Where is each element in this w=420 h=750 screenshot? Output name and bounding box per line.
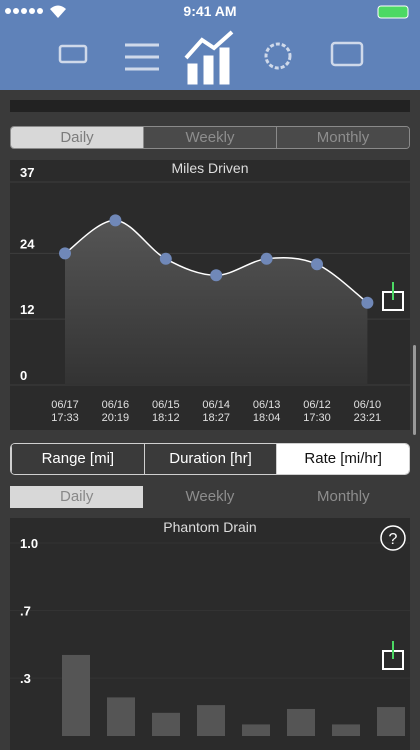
- bar: [62, 654, 90, 736]
- point: [210, 269, 223, 282]
- area: [65, 220, 368, 385]
- y-tick-label: 12: [20, 302, 34, 317]
- bar: [287, 708, 315, 736]
- x-tick-label: 06/15 18:12: [152, 399, 180, 424]
- tab[interactable]: Monthly: [276, 127, 409, 148]
- line-chart: Miles Driven 0 12 24 37: [10, 160, 416, 435]
- signal-dots: [5, 8, 43, 14]
- point: [260, 252, 273, 265]
- point: [361, 296, 374, 309]
- tab[interactable]: Weekly: [185, 488, 235, 505]
- chart-title: Miles Driven: [171, 160, 248, 176]
- tab[interactable]: Daily: [11, 127, 143, 148]
- messages-tab[interactable]: [330, 41, 364, 67]
- tab[interactable]: Duration [hr]: [143, 444, 277, 474]
- y-tick-label: .7: [20, 604, 31, 619]
- chart-title: Phantom Drain: [163, 519, 256, 535]
- bar: [197, 705, 225, 736]
- tab[interactable]: Monthly: [317, 488, 370, 505]
- battery-icon: [377, 5, 409, 19]
- period-tabs-2: Daily Weekly Monthly: [10, 486, 410, 508]
- y-tick-label: 24: [20, 236, 35, 251]
- tab[interactable]: Daily: [10, 486, 144, 508]
- stats-tab[interactable]: [184, 30, 234, 85]
- wifi-icon: [50, 5, 66, 18]
- scroll-indicator: [413, 345, 416, 435]
- point: [311, 258, 323, 271]
- x-tick-label: 06/14 18:27: [202, 399, 230, 424]
- tab[interactable]: Rate [mi/hr]: [276, 444, 409, 474]
- top-strip: [10, 100, 410, 112]
- battery-tab[interactable]: [58, 44, 88, 64]
- y-tick-label: .3: [20, 671, 31, 686]
- help-icon: ?: [389, 531, 398, 548]
- bar: [377, 707, 405, 736]
- y-tick-label: 37: [20, 165, 34, 180]
- status-time: 9:41 AM: [183, 3, 237, 19]
- y-tick-label: 1.0: [20, 536, 38, 551]
- bar: [107, 697, 135, 736]
- bar: [242, 724, 270, 736]
- point: [159, 252, 172, 265]
- metric-tabs: Range [mi] Duration [hr] Rate [mi/hr]: [10, 443, 410, 475]
- help-button[interactable]: [380, 525, 406, 551]
- x-tick-label: 06/13 18:04: [252, 399, 281, 424]
- header-icons: [5, 5, 409, 85]
- tab[interactable]: Weekly: [143, 127, 276, 148]
- x-tick-label: 06/10 23:21: [353, 399, 382, 424]
- share-icon[interactable]: [382, 282, 404, 311]
- y-tick-label: 0: [20, 368, 27, 383]
- bar: [332, 724, 360, 736]
- period-tabs: Daily Weekly Monthly: [10, 126, 410, 149]
- settings-sliders-tab[interactable]: [125, 43, 159, 71]
- tab[interactable]: Range [mi]: [11, 444, 144, 474]
- x-tick-label: 06/17 17:33: [51, 399, 79, 424]
- point: [109, 214, 122, 227]
- bar: [152, 712, 180, 736]
- x-tick-label: 06/12 17:30: [303, 399, 331, 424]
- point: [59, 247, 71, 260]
- share-icon[interactable]: [382, 641, 404, 670]
- gear-tab[interactable]: [264, 42, 292, 70]
- x-tick-label: 06/16 20:19: [101, 399, 130, 424]
